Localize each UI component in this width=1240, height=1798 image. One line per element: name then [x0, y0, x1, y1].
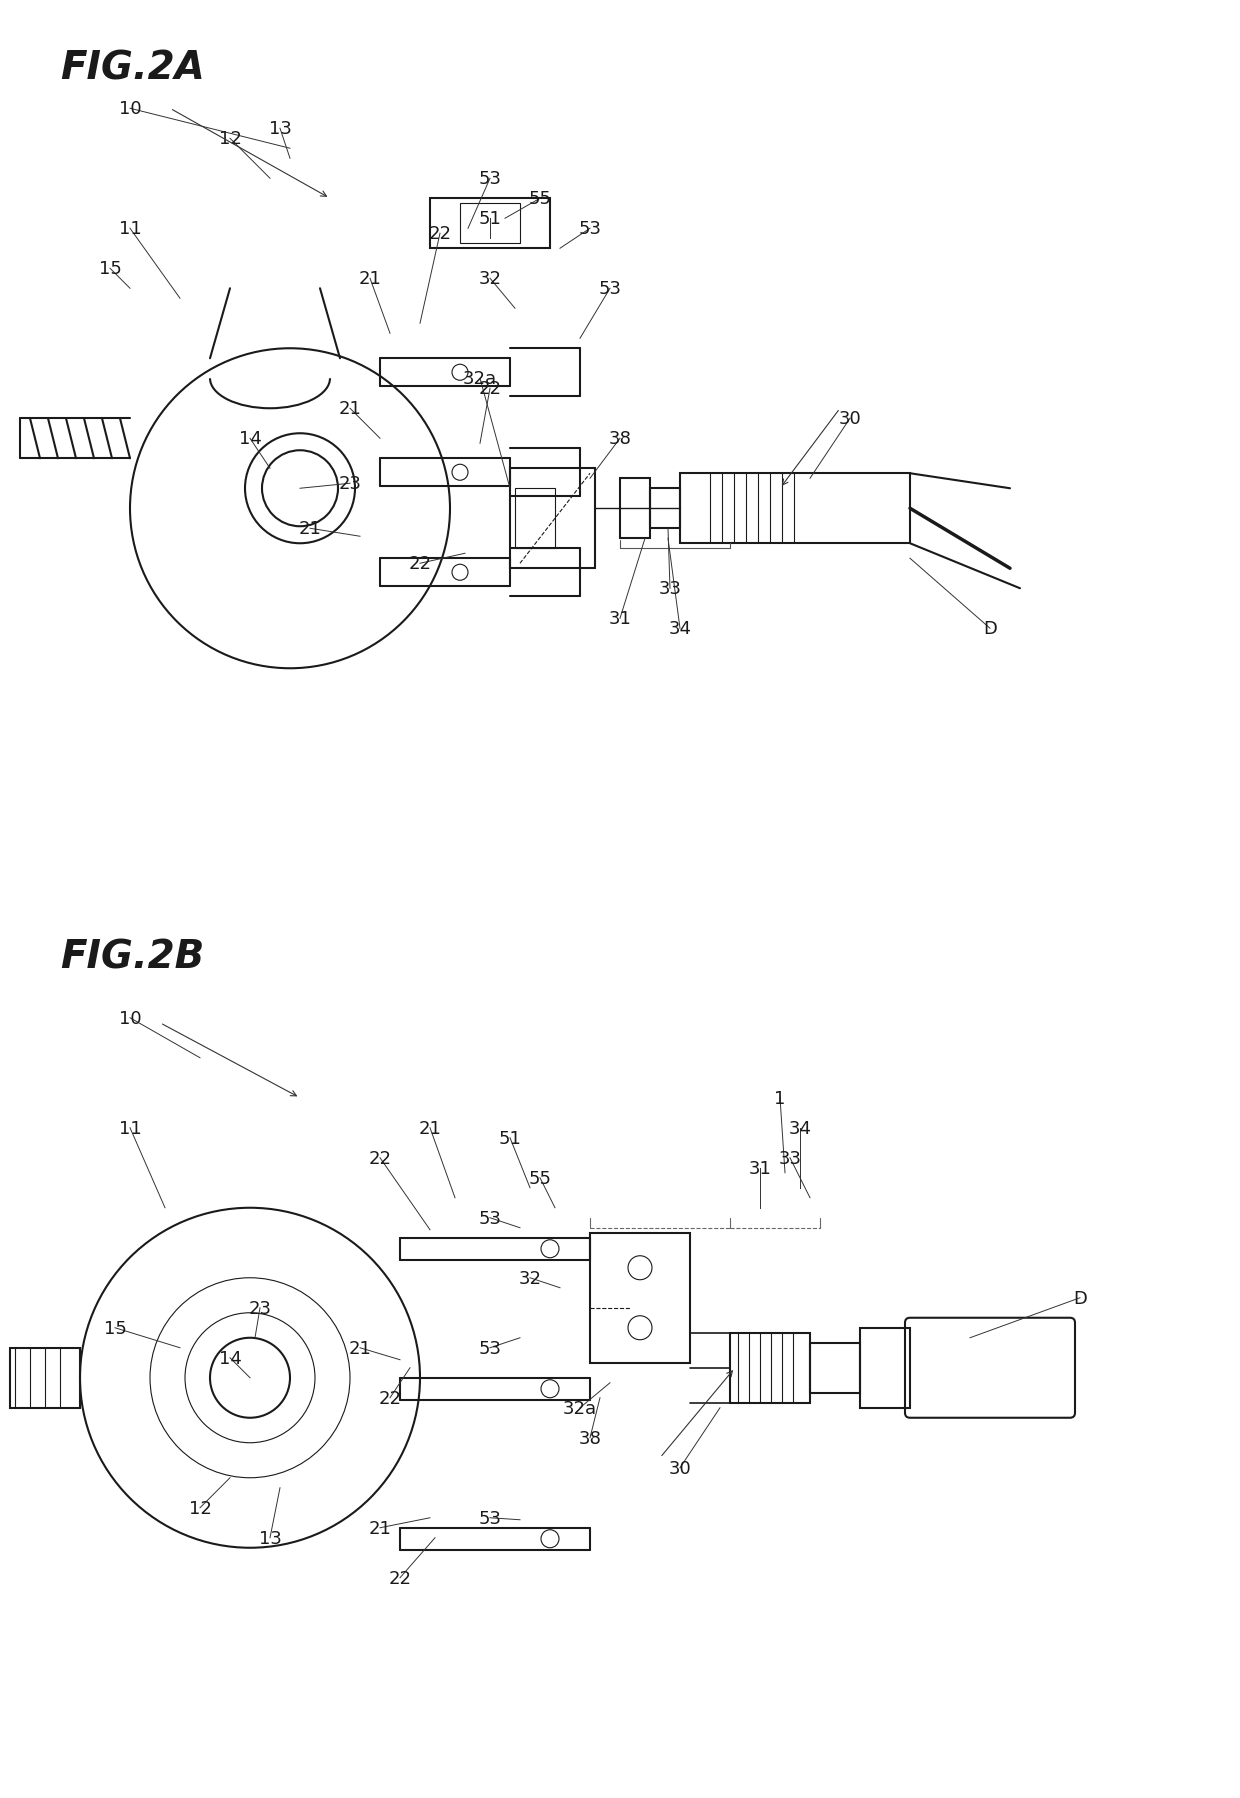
Bar: [460, 205, 520, 245]
Bar: [730, 1332, 810, 1402]
Text: 51: 51: [498, 1129, 522, 1147]
Text: 31: 31: [609, 610, 631, 628]
Text: 22: 22: [378, 1390, 402, 1408]
Bar: [510, 469, 595, 568]
Text: 30: 30: [838, 410, 862, 428]
Text: 30: 30: [668, 1458, 692, 1476]
Text: 32a: 32a: [463, 370, 497, 388]
Text: 32a: 32a: [563, 1399, 598, 1417]
Bar: [515, 489, 556, 548]
Text: 13: 13: [269, 120, 291, 138]
Text: 21: 21: [348, 1340, 372, 1357]
Text: 23: 23: [248, 1298, 272, 1316]
Text: 53: 53: [479, 171, 501, 189]
Text: 31: 31: [749, 1160, 771, 1178]
Bar: [650, 489, 680, 529]
Text: 11: 11: [119, 219, 141, 237]
Text: 10: 10: [119, 101, 141, 119]
Text: 1: 1: [774, 1090, 786, 1108]
Bar: [810, 1343, 861, 1393]
Text: 38: 38: [579, 1429, 601, 1447]
Text: 53: 53: [479, 1340, 501, 1357]
Text: 55: 55: [528, 1169, 552, 1187]
Text: D: D: [983, 620, 997, 638]
Text: D: D: [1073, 1289, 1087, 1307]
Bar: [430, 200, 551, 250]
Text: 53: 53: [479, 1208, 501, 1226]
Text: 53: 53: [479, 1509, 501, 1527]
Text: FIG.2A: FIG.2A: [60, 49, 205, 86]
Text: 32: 32: [479, 270, 501, 288]
Bar: [620, 478, 650, 539]
Text: 53: 53: [599, 280, 621, 298]
Bar: [590, 1233, 689, 1363]
Text: 21: 21: [368, 1519, 392, 1537]
Text: 32: 32: [518, 1269, 542, 1287]
Bar: [861, 1329, 910, 1408]
Text: 21: 21: [358, 270, 382, 288]
Text: 33: 33: [658, 581, 682, 599]
Text: 12: 12: [188, 1500, 212, 1518]
Text: 10: 10: [119, 1009, 141, 1027]
Text: 22: 22: [368, 1149, 392, 1167]
Bar: [10, 1348, 81, 1408]
Text: FIG.2B: FIG.2B: [60, 939, 205, 976]
Text: 22: 22: [408, 556, 432, 574]
Text: 15: 15: [104, 1320, 126, 1338]
Text: 55: 55: [528, 191, 552, 209]
Text: 53: 53: [579, 219, 601, 237]
Text: 15: 15: [98, 261, 122, 279]
Text: 21: 21: [419, 1118, 441, 1136]
Text: 33: 33: [779, 1149, 801, 1167]
Text: 34: 34: [789, 1118, 811, 1136]
Text: 11: 11: [119, 1118, 141, 1136]
Text: 22: 22: [429, 225, 451, 243]
Text: 22: 22: [388, 1570, 412, 1588]
Text: 38: 38: [609, 430, 631, 448]
Text: 23: 23: [339, 475, 362, 493]
Text: 14: 14: [238, 430, 262, 448]
Text: 13: 13: [259, 1528, 281, 1546]
Text: 21: 21: [339, 399, 361, 417]
Text: 34: 34: [668, 620, 692, 638]
Text: 22: 22: [479, 379, 501, 397]
Text: 21: 21: [299, 520, 321, 538]
Text: 12: 12: [218, 129, 242, 147]
Text: 14: 14: [218, 1348, 242, 1366]
Text: 51: 51: [479, 210, 501, 228]
Bar: [680, 475, 910, 545]
